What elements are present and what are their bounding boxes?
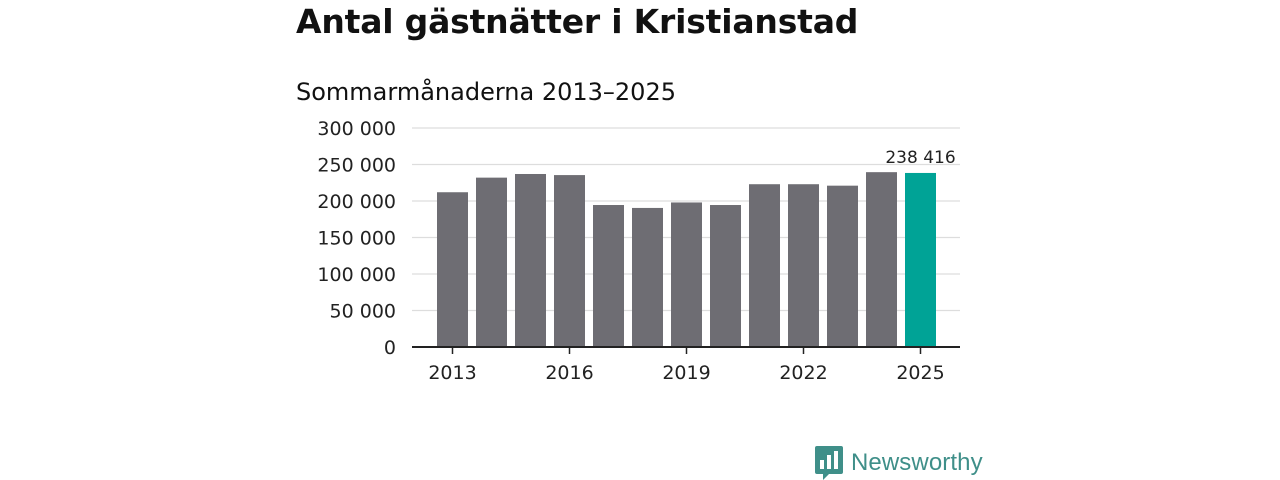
y-tick-label: 0 [384,337,396,359]
bar [788,184,819,347]
data-label-2025: 238 416 [885,148,955,168]
y-tick-label: 100 000 [317,264,396,286]
bar-highlight [905,172,936,347]
chart-title: Antal gästnätter i Kristianstad [296,2,859,41]
x-tick-label: 2019 [662,362,710,384]
y-tick-label: 50 000 [330,301,396,323]
x-tick-label: 2013 [428,362,476,384]
bar [671,202,702,347]
bar [632,207,663,347]
bar [749,184,780,347]
x-tick-label: 2025 [896,362,944,384]
bar [593,205,624,347]
y-tick-label: 150 000 [317,228,396,250]
labels: 0 50 000 100 000 150 000 200 000 250 000 300 0… [317,118,955,384]
newsworthy-logo-icon [815,446,843,480]
bar [554,175,585,347]
bar [866,172,897,347]
bar-chart: 0 50 000 100 000 150 000 200 000 250 000 300 0… [317,118,960,384]
y-tick-label: 200 000 [317,191,396,213]
axes [412,346,960,354]
y-tick-label: 300 000 [317,118,396,140]
x-tick-label: 2022 [779,362,827,384]
y-tick-label: 250 000 [317,155,396,177]
newsworthy-brand: Newsworthy [815,446,983,480]
x-tick-label: 2016 [545,362,593,384]
bar [515,173,546,347]
bar [710,205,741,347]
bar [827,185,858,347]
chart-subtitle: Sommarmånaderna 2013–2025 [296,78,676,106]
bars [437,172,936,347]
bar [437,192,468,347]
brand-name: Newsworthy [851,449,983,476]
bar [476,177,507,347]
